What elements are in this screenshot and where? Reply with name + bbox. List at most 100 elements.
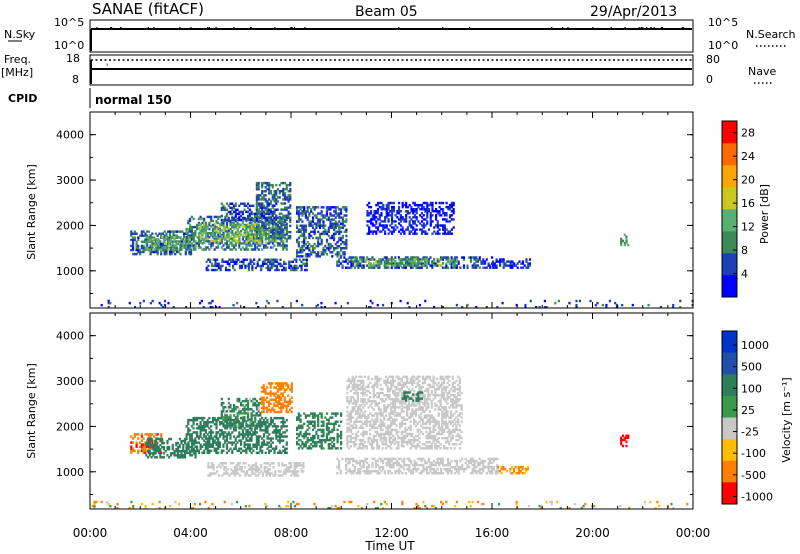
heatmap-cell	[334, 447, 337, 450]
heatmap-cell	[275, 429, 278, 432]
heatmap-cell	[271, 196, 274, 199]
heatmap-cell	[231, 449, 234, 453]
heatmap-cell	[190, 215, 193, 219]
heatmap-cell	[429, 220, 432, 223]
heatmap-cell	[264, 427, 267, 430]
heatmap-cell	[245, 425, 248, 428]
heatmap-cell	[452, 201, 455, 205]
heatmap-cell	[496, 463, 499, 467]
heatmap-cell	[338, 214, 341, 217]
heatmap-cell	[355, 391, 358, 395]
heatmap-cell	[269, 386, 272, 389]
heatmap-cell	[429, 465, 432, 469]
heatmap-cell	[133, 238, 136, 242]
heatmap-cell	[217, 437, 220, 440]
heatmap-cell	[247, 231, 250, 234]
heatmap-cell	[145, 443, 148, 447]
heatmap-cell	[189, 225, 192, 229]
heatmap-cell	[189, 435, 192, 438]
heatmap-cell	[182, 238, 185, 241]
heatmap-cell	[194, 242, 197, 245]
heatmap-cell	[443, 226, 446, 229]
heatmap-cell	[275, 190, 278, 193]
heatmap-cell	[355, 385, 358, 389]
heatmap-cell	[266, 222, 269, 226]
heatmap-cell	[273, 194, 276, 197]
heatmap-cell	[420, 205, 424, 209]
heatmap-cell	[487, 463, 490, 467]
heatmap-cell	[210, 431, 213, 434]
heatmap-cell	[401, 228, 404, 231]
heatmap-cell	[403, 232, 406, 235]
heatmap-cell	[261, 474, 265, 477]
heatmap-cell	[317, 224, 320, 227]
heatmap-cell	[355, 436, 358, 440]
heatmap-cell	[171, 445, 174, 449]
heatmap-cell	[168, 234, 172, 237]
heatmap-cell	[206, 437, 209, 440]
heatmap-cell	[324, 416, 327, 419]
heatmap-cell	[249, 235, 252, 238]
heatmap-cell	[401, 226, 404, 229]
heatmap-cell	[301, 224, 304, 227]
heatmap-cell	[336, 412, 339, 415]
heatmap-cell	[346, 418, 349, 421]
heatmap-cell	[333, 428, 336, 432]
heatmap-cell	[349, 398, 352, 401]
heatmap-cell	[473, 264, 476, 267]
heatmap-cell	[345, 210, 348, 213]
heatmap-cell	[410, 205, 413, 209]
heatmap-cell	[502, 258, 505, 261]
heatmap-cell	[327, 249, 330, 252]
heatmap-cell	[429, 214, 432, 217]
heatmap-cell	[366, 470, 369, 473]
heatmap-cell	[130, 234, 133, 237]
heatmap-cell	[205, 239, 208, 242]
heatmap-cell	[382, 459, 385, 463]
heatmap-cell	[333, 234, 336, 238]
heatmap-cell	[282, 435, 285, 438]
heatmap-cell	[385, 205, 388, 209]
heatmap-cell	[341, 247, 344, 250]
heatmap-cell	[355, 389, 358, 393]
heatmap-cell	[257, 248, 260, 251]
heatmap-cell	[459, 459, 462, 463]
heatmap-cell	[376, 303, 379, 307]
heatmap-cell	[305, 264, 308, 268]
heatmap-cell	[345, 260, 348, 263]
heatmap-cell	[290, 264, 293, 268]
heatmap-cell	[285, 382, 288, 385]
heatmap-cell	[308, 214, 311, 217]
heatmap-cell	[476, 260, 480, 263]
heatmap-cell	[245, 218, 248, 222]
heatmap-cell	[320, 414, 323, 417]
heatmap-cell	[201, 217, 204, 221]
heatmap-cell	[262, 402, 265, 406]
heatmap-cell	[464, 461, 467, 465]
heatmap-cell	[482, 459, 485, 463]
heatmap-cell	[233, 227, 236, 230]
heatmap-cell	[225, 437, 229, 440]
heatmap-cell	[290, 382, 293, 385]
heatmap-cell	[282, 445, 285, 448]
heatmap-cell	[431, 463, 434, 467]
heatmap-cell	[285, 447, 288, 450]
heatmap-cell	[419, 228, 422, 231]
heatmap-cell	[262, 429, 266, 432]
heatmap-cell	[279, 262, 282, 266]
heatmap-cell	[349, 396, 352, 399]
heatmap-cell	[275, 425, 278, 428]
heatmap-cell	[427, 260, 430, 263]
heatmap-cell	[245, 204, 248, 208]
heatmap-cell	[230, 462, 233, 465]
heatmap-cell	[252, 449, 255, 453]
heatmap-cell	[270, 462, 273, 465]
heatmap-cell	[142, 246, 145, 250]
heatmap-cell	[462, 470, 466, 473]
heatmap-cell	[320, 445, 323, 448]
heatmap-cell	[261, 264, 265, 268]
heatmap-cell	[169, 437, 173, 441]
heatmap-cell	[255, 206, 258, 210]
heatmap-cell	[261, 425, 264, 428]
heatmap-cell	[278, 386, 281, 389]
